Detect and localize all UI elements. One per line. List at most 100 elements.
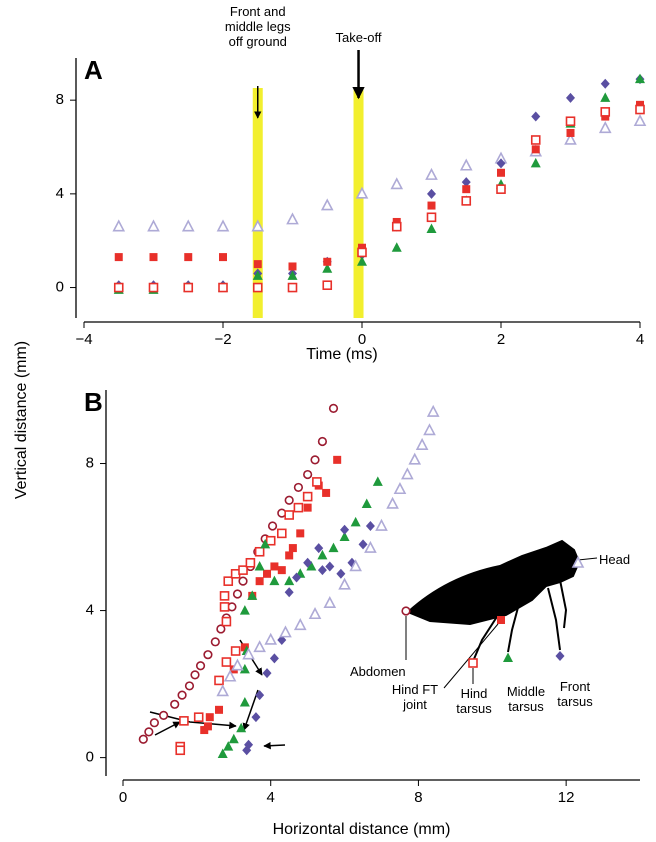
legend-label: Hind FT joint xyxy=(391,682,439,712)
point xyxy=(223,576,234,586)
point xyxy=(566,128,575,137)
point xyxy=(184,681,195,691)
point xyxy=(114,253,123,262)
point xyxy=(193,712,204,722)
point xyxy=(322,280,333,291)
event-band xyxy=(252,88,263,318)
legend-marker xyxy=(497,616,505,624)
point xyxy=(244,739,254,750)
point xyxy=(320,198,334,211)
point xyxy=(260,538,271,549)
point xyxy=(221,657,232,667)
point xyxy=(236,722,247,733)
point xyxy=(223,669,237,682)
y-tick-label: 8 xyxy=(86,454,94,471)
point xyxy=(323,596,337,609)
point xyxy=(350,516,361,527)
point xyxy=(531,111,541,122)
y-axis-title: Vertical distance (mm) xyxy=(13,341,30,499)
point xyxy=(230,646,241,656)
point xyxy=(323,257,332,266)
point xyxy=(288,544,297,553)
legend-marker xyxy=(571,555,585,568)
point xyxy=(600,107,611,117)
point xyxy=(600,78,610,89)
point xyxy=(425,167,438,180)
point xyxy=(183,282,194,293)
y-tick-label: 4 xyxy=(56,185,64,202)
point xyxy=(296,529,305,538)
point xyxy=(302,491,313,502)
point xyxy=(340,524,350,535)
y-tick-label: 4 xyxy=(86,602,94,619)
point xyxy=(496,184,506,194)
point xyxy=(600,92,611,102)
point xyxy=(361,498,372,508)
point xyxy=(263,569,272,578)
legend-label: Abdomen xyxy=(350,664,406,679)
point xyxy=(339,531,350,542)
annotation: Take-off xyxy=(335,30,382,45)
point xyxy=(635,73,645,84)
point xyxy=(531,145,540,154)
point xyxy=(240,643,249,652)
point xyxy=(303,503,312,512)
point xyxy=(195,661,206,671)
point xyxy=(217,748,228,758)
point xyxy=(181,219,195,232)
point xyxy=(364,540,377,553)
y-tick-label: 8 xyxy=(56,91,64,108)
point xyxy=(292,572,302,583)
point xyxy=(390,177,404,190)
legend-label: Middle tarsus xyxy=(506,684,546,714)
legend-marker xyxy=(401,606,411,616)
point xyxy=(190,670,200,680)
point xyxy=(253,640,266,653)
y-tick-label: 0 xyxy=(86,749,94,766)
point xyxy=(279,625,292,638)
point xyxy=(112,219,126,232)
annotation: Front and middle legs off ground xyxy=(224,4,291,49)
point xyxy=(633,114,647,127)
point xyxy=(159,710,169,720)
point xyxy=(564,132,577,145)
point xyxy=(252,270,263,280)
point xyxy=(598,121,612,134)
point xyxy=(317,565,327,576)
point xyxy=(349,559,362,572)
point xyxy=(184,253,193,262)
point xyxy=(269,575,280,586)
point xyxy=(147,219,160,232)
point xyxy=(284,575,295,586)
point xyxy=(284,587,294,598)
point xyxy=(423,423,436,436)
point xyxy=(635,104,645,115)
point xyxy=(306,560,317,571)
point xyxy=(239,605,250,615)
legend-marker xyxy=(503,652,513,662)
point xyxy=(497,168,505,177)
event-band xyxy=(353,88,364,318)
point xyxy=(205,713,214,722)
legend-label: Hind tarsus xyxy=(456,686,492,716)
legend-marker xyxy=(468,658,478,668)
point xyxy=(333,455,342,464)
point xyxy=(245,557,256,568)
x-tick-label: 0 xyxy=(358,331,366,348)
point xyxy=(401,467,414,480)
point xyxy=(310,455,320,465)
legend-marker xyxy=(555,651,565,661)
point xyxy=(219,602,230,612)
point xyxy=(138,734,148,744)
point xyxy=(242,647,255,660)
point xyxy=(223,741,234,751)
point xyxy=(426,404,440,417)
point xyxy=(113,282,124,293)
point xyxy=(328,403,339,413)
point xyxy=(214,675,224,686)
point xyxy=(312,477,322,487)
x-tick-label: −4 xyxy=(75,331,92,348)
point xyxy=(267,521,278,531)
